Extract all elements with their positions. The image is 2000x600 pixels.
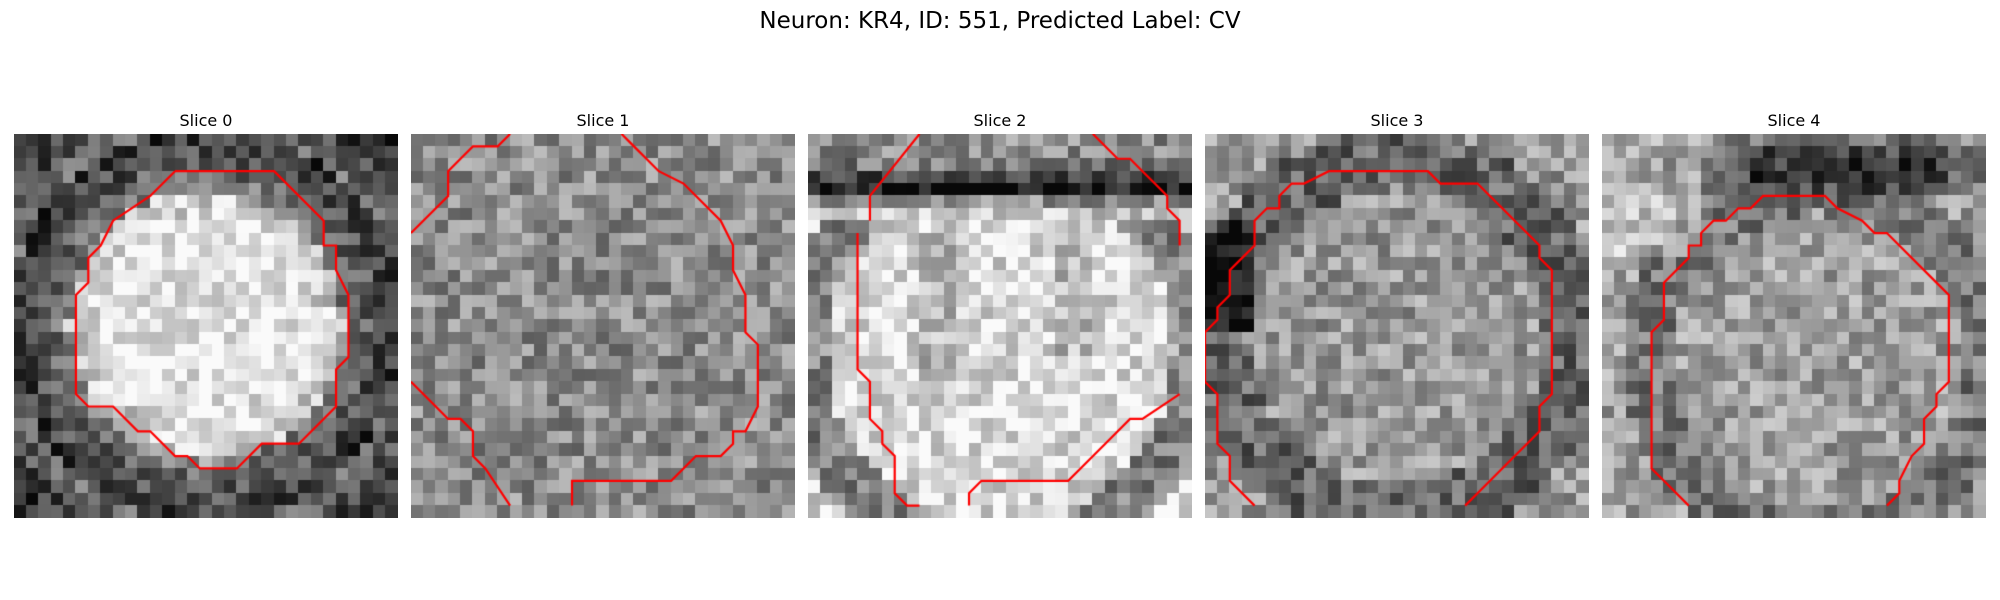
slice-image-0 xyxy=(14,134,398,518)
slice-panel-4: Slice 4 xyxy=(1602,108,1986,518)
slice-panel-3: Slice 3 xyxy=(1205,108,1589,518)
figure-title: Neuron: KR4, ID: 551, Predicted Label: C… xyxy=(759,8,1241,34)
slice-title-3: Slice 3 xyxy=(1370,111,1424,130)
slice-image-3 xyxy=(1205,134,1589,518)
slice-title-1: Slice 1 xyxy=(576,111,630,130)
slice-image-1 xyxy=(411,134,795,518)
slice-image-4 xyxy=(1602,134,1986,518)
slice-title-0: Slice 0 xyxy=(179,111,233,130)
slice-title-4: Slice 4 xyxy=(1767,111,1821,130)
slice-panel-2: Slice 2 xyxy=(808,108,1192,518)
slice-title-2: Slice 2 xyxy=(973,111,1027,130)
slice-panel-1: Slice 1 xyxy=(411,108,795,518)
slice-image-2 xyxy=(808,134,1192,518)
slice-panel-0: Slice 0 xyxy=(14,108,398,518)
